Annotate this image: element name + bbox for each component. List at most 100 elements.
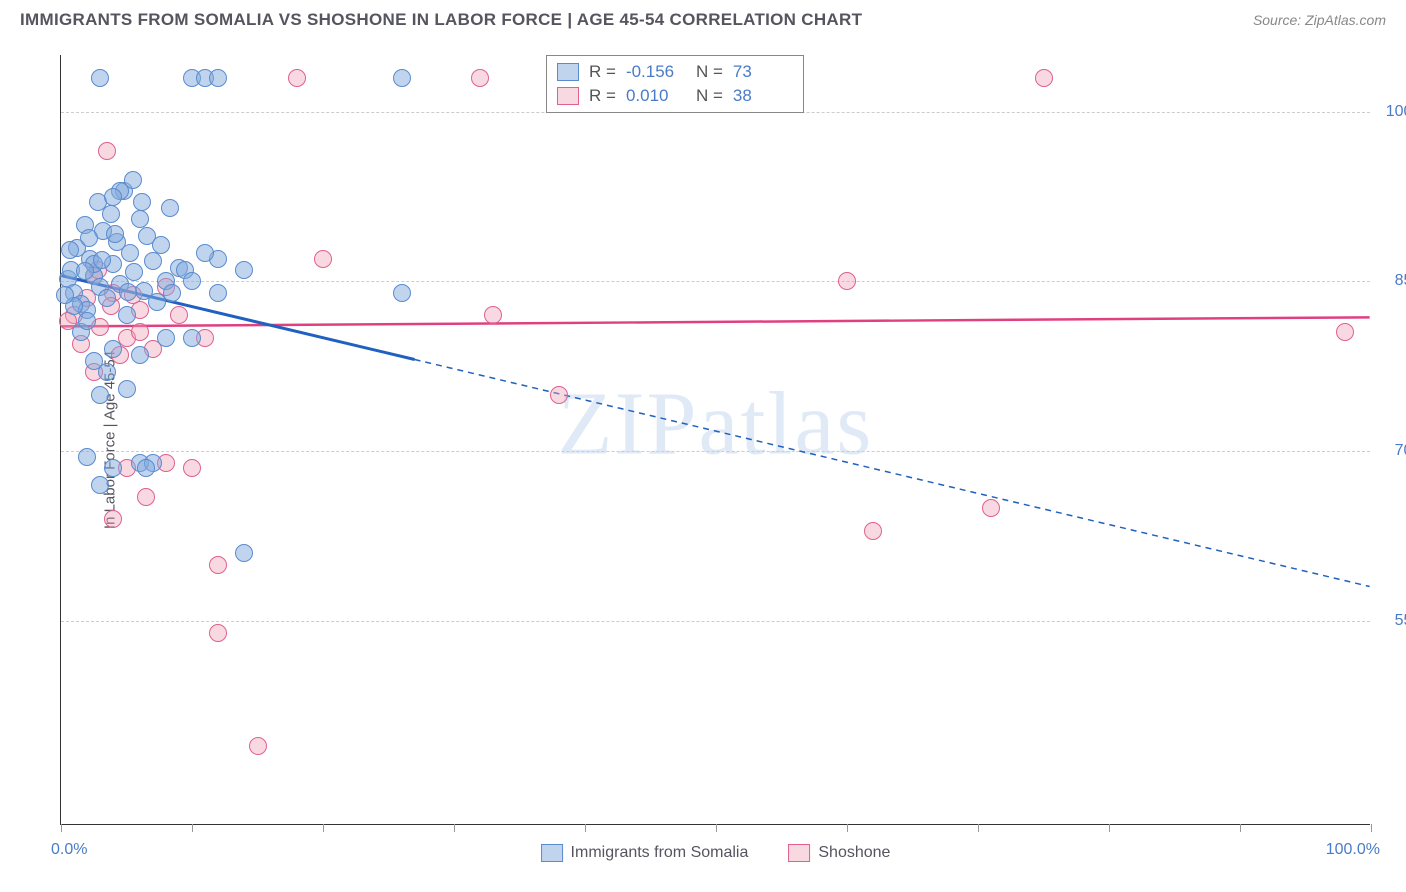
gridline-h xyxy=(61,621,1370,622)
data-point-blue xyxy=(144,252,162,270)
data-point-blue xyxy=(152,236,170,254)
data-point-blue xyxy=(118,306,136,324)
data-point-blue xyxy=(137,459,155,477)
data-point-blue xyxy=(78,312,96,330)
data-point-blue xyxy=(119,283,137,301)
stats-row: R = 0.010 N = 38 xyxy=(557,84,793,108)
data-point-blue xyxy=(183,329,201,347)
data-point-blue xyxy=(131,346,149,364)
data-point-pink xyxy=(864,522,882,540)
gridline-h xyxy=(61,451,1370,452)
data-point-blue xyxy=(102,205,120,223)
y-tick-label: 100.0% xyxy=(1386,103,1406,121)
x-tick xyxy=(1371,824,1372,832)
legend-swatch-pink xyxy=(557,87,579,105)
n-label: N = xyxy=(696,86,723,106)
n-label: N = xyxy=(696,62,723,82)
data-point-blue xyxy=(133,193,151,211)
data-point-blue xyxy=(131,210,149,228)
y-tick-label: 85.0% xyxy=(1395,272,1406,290)
data-point-pink xyxy=(314,250,332,268)
trend-lines-layer xyxy=(61,55,1370,824)
r-value: 0.010 xyxy=(626,86,686,106)
data-point-blue xyxy=(183,272,201,290)
data-point-blue xyxy=(209,284,227,302)
x-tick xyxy=(61,824,62,832)
data-point-pink xyxy=(131,323,149,341)
data-point-blue xyxy=(76,262,94,280)
data-point-pink xyxy=(838,272,856,290)
x-tick xyxy=(716,824,717,832)
data-point-blue xyxy=(196,244,214,262)
data-point-blue xyxy=(125,263,143,281)
watermark-text: ZIPatlas xyxy=(558,373,874,476)
x-axis-min-label: 0.0% xyxy=(51,841,87,859)
x-tick xyxy=(978,824,979,832)
data-point-pink xyxy=(288,69,306,87)
chart-title: IMMIGRANTS FROM SOMALIA VS SHOSHONE IN L… xyxy=(20,10,862,30)
data-point-blue xyxy=(209,69,227,87)
chart-plot-area: In Labor Force | Age 45-54 ZIPatlas 100.… xyxy=(60,55,1370,825)
data-point-blue xyxy=(91,69,109,87)
data-point-pink xyxy=(249,737,267,755)
data-point-pink xyxy=(170,306,188,324)
data-point-pink xyxy=(484,306,502,324)
data-point-blue xyxy=(78,448,96,466)
data-point-blue xyxy=(235,544,253,562)
data-point-pink xyxy=(137,488,155,506)
data-point-pink xyxy=(471,69,489,87)
x-axis-max-label: 100.0% xyxy=(1326,841,1380,859)
data-point-blue xyxy=(104,340,122,358)
legend-swatch-pink xyxy=(788,844,810,862)
y-tick-label: 55.0% xyxy=(1395,612,1406,630)
data-point-pink xyxy=(550,386,568,404)
data-point-blue xyxy=(104,459,122,477)
data-point-blue xyxy=(118,380,136,398)
data-point-blue xyxy=(98,363,116,381)
n-value: 38 xyxy=(733,86,793,106)
data-point-blue xyxy=(61,241,79,259)
data-point-blue xyxy=(163,284,181,302)
data-point-pink xyxy=(1035,69,1053,87)
data-point-blue xyxy=(393,284,411,302)
data-point-pink xyxy=(104,510,122,528)
legend-item: Immigrants from Somalia xyxy=(541,844,749,862)
data-point-blue xyxy=(393,69,411,87)
legend-swatch-blue xyxy=(557,63,579,81)
chart-source: Source: ZipAtlas.com xyxy=(1253,12,1386,28)
x-tick xyxy=(1240,824,1241,832)
stats-row: R =-0.156N =73 xyxy=(557,60,793,84)
data-point-blue xyxy=(80,229,98,247)
data-point-pink xyxy=(183,459,201,477)
data-point-blue xyxy=(161,199,179,217)
bottom-legend: Immigrants from Somalia Shoshone xyxy=(541,844,891,862)
data-point-blue xyxy=(56,286,74,304)
r-label: R = xyxy=(589,86,616,106)
legend-swatch-blue xyxy=(541,844,563,862)
legend-item: Shoshone xyxy=(788,844,890,862)
data-point-blue xyxy=(157,329,175,347)
data-point-blue xyxy=(91,386,109,404)
data-point-blue xyxy=(93,251,111,269)
data-point-blue xyxy=(98,289,116,307)
data-point-blue xyxy=(235,261,253,279)
y-tick-label: 70.0% xyxy=(1395,442,1406,460)
x-tick xyxy=(323,824,324,832)
x-tick xyxy=(1109,824,1110,832)
n-value: 73 xyxy=(733,62,793,82)
data-point-pink xyxy=(982,499,1000,517)
data-point-pink xyxy=(209,624,227,642)
data-point-blue xyxy=(124,171,142,189)
data-point-blue xyxy=(104,188,122,206)
chart-header: IMMIGRANTS FROM SOMALIA VS SHOSHONE IN L… xyxy=(0,0,1406,35)
r-label: R = xyxy=(589,62,616,82)
x-tick xyxy=(192,824,193,832)
x-tick xyxy=(585,824,586,832)
x-tick xyxy=(454,824,455,832)
correlation-stats-box: R =-0.156N =73R =0.010N =38 xyxy=(546,55,804,113)
data-point-blue xyxy=(91,476,109,494)
data-point-pink xyxy=(1336,323,1354,341)
data-point-blue xyxy=(106,225,124,243)
data-point-pink xyxy=(209,556,227,574)
legend-label: Immigrants from Somalia xyxy=(571,844,749,862)
